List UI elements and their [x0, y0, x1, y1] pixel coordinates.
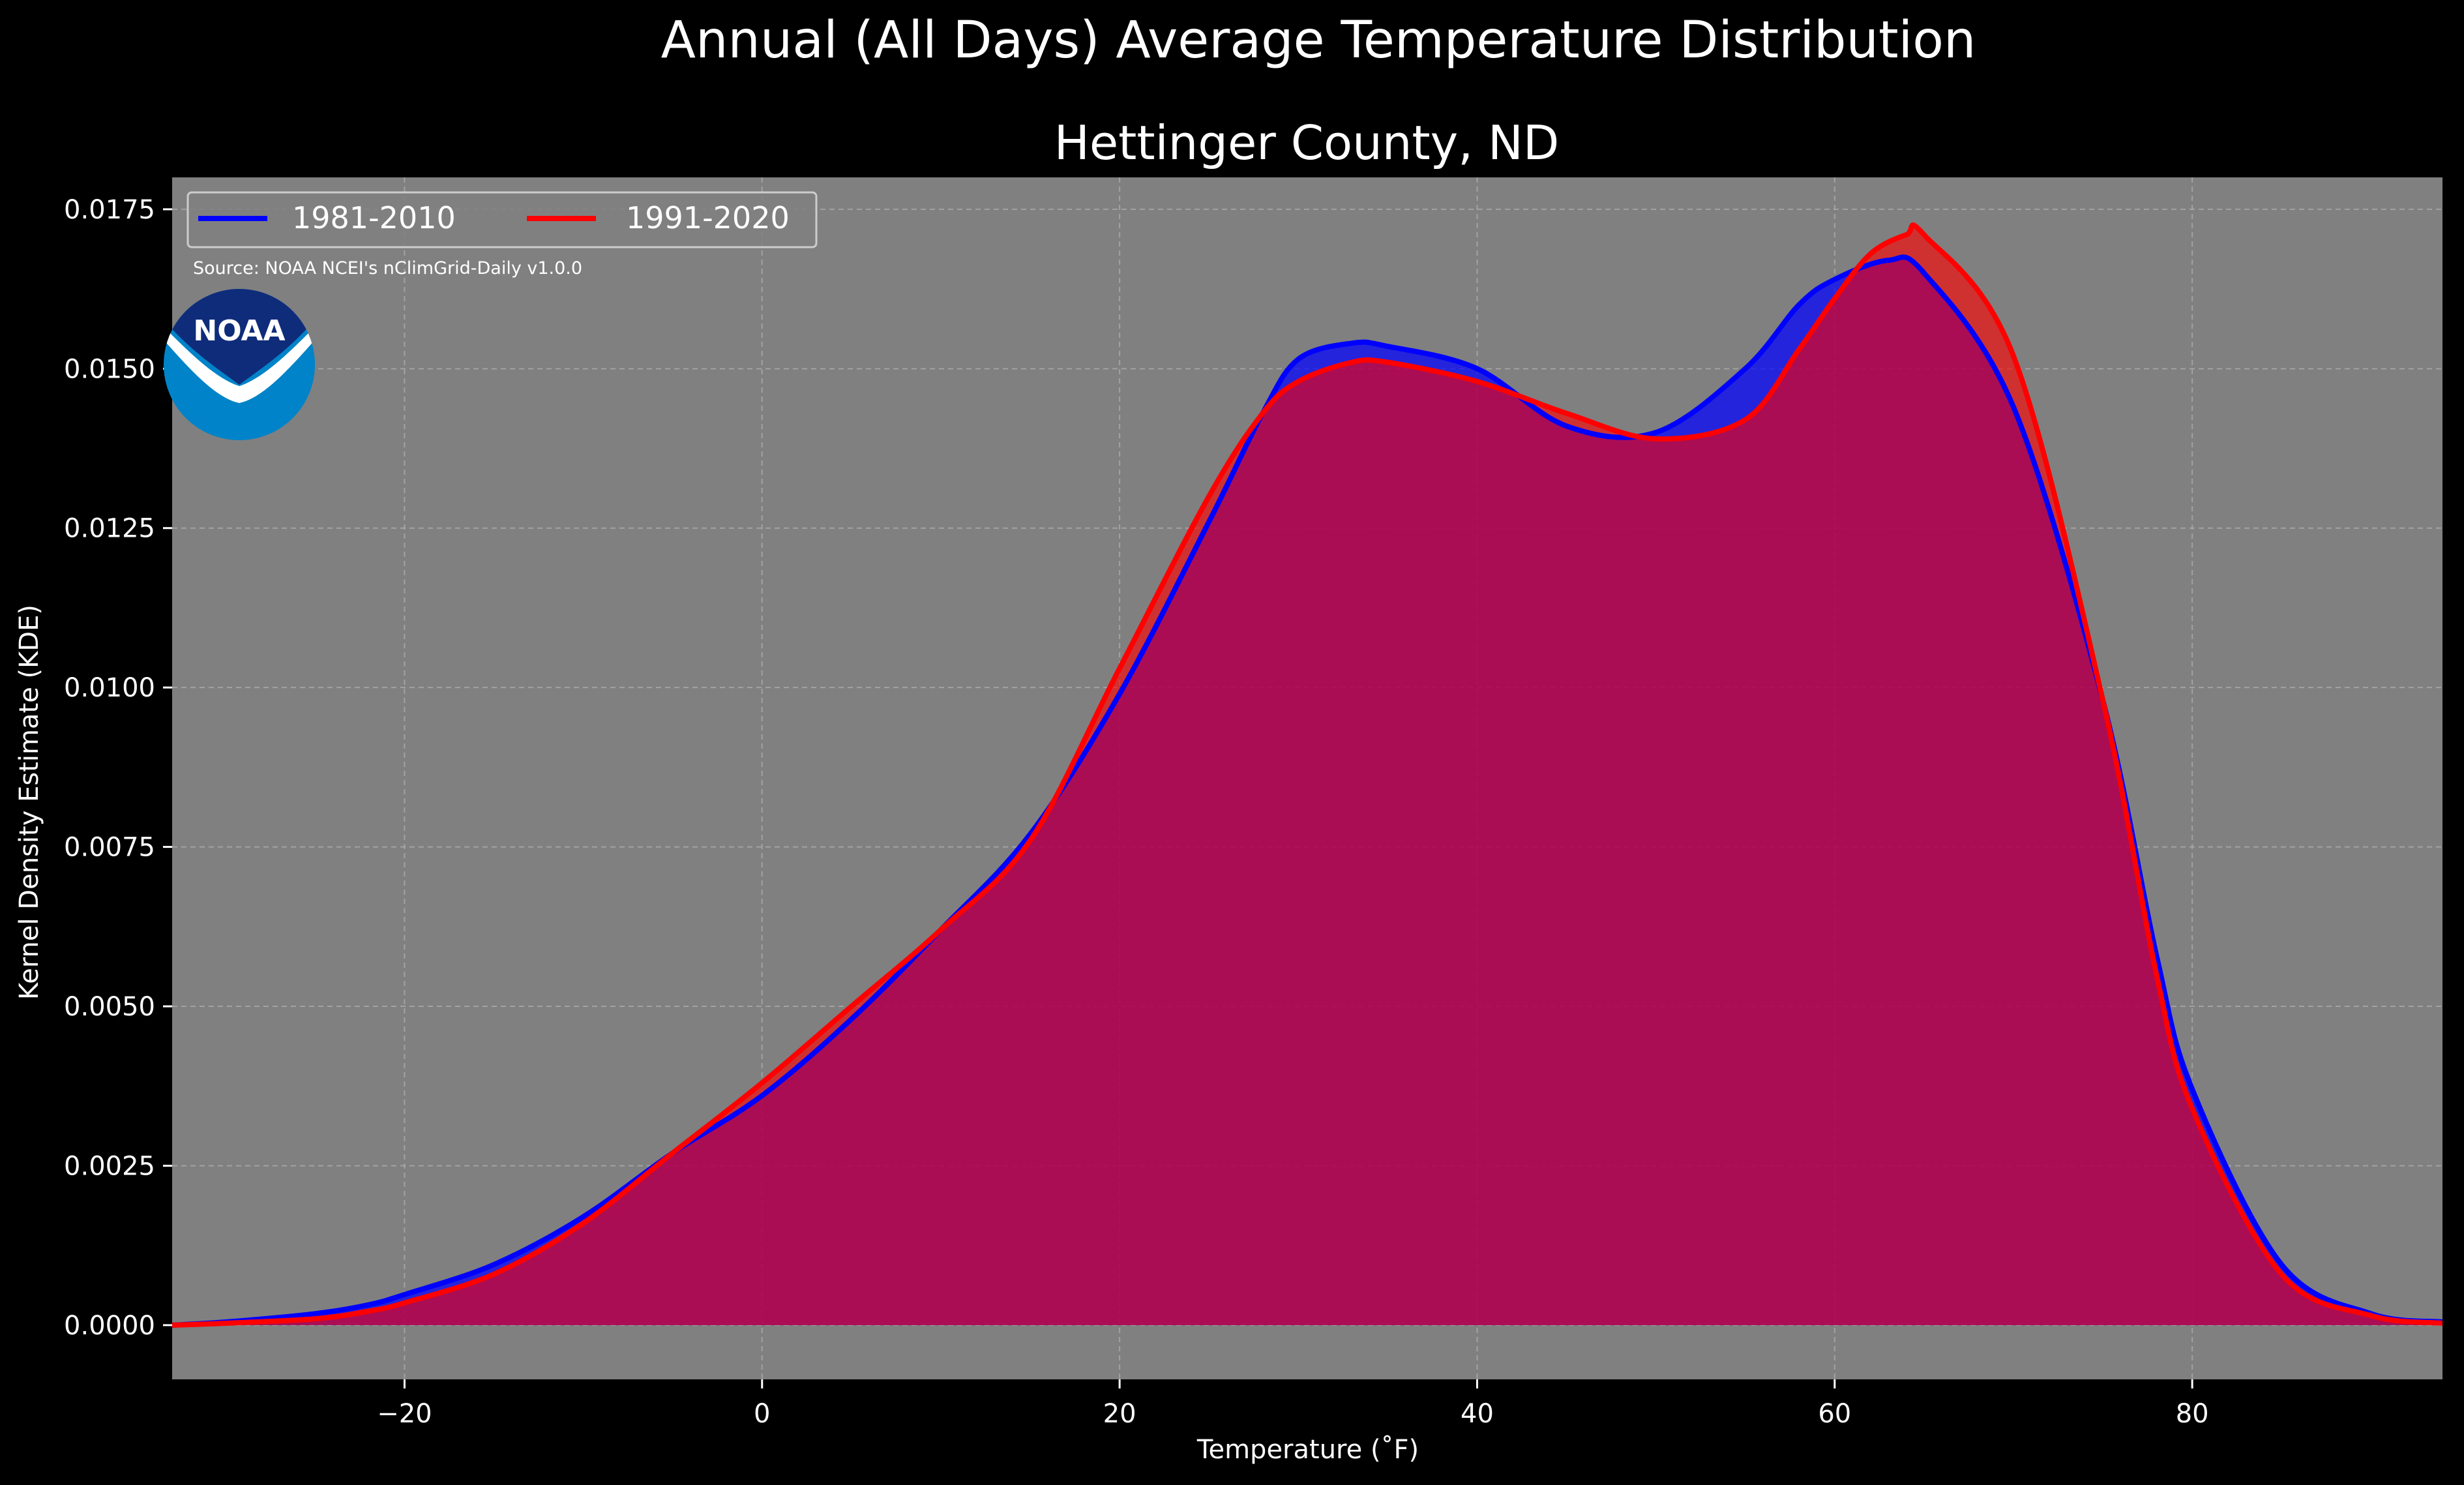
x-tick-label-3: 40	[1461, 1399, 1494, 1429]
noaa-logo-text: NOAA	[193, 314, 285, 348]
density-lines	[172, 222, 2442, 1328]
legend-frame	[186, 191, 818, 248]
y-tick-label-7: 0.0175	[64, 195, 155, 225]
x-tick-label-2: 20	[1103, 1399, 1136, 1429]
noaa-logo: NOAA	[164, 289, 315, 440]
y-tick-label-5: 0.0125	[64, 514, 155, 544]
chart-title: Hettinger County, ND	[1054, 115, 1560, 170]
legend: 1981-2010 1991-2020	[186, 191, 818, 248]
chart-suptitle: Annual (All Days) Average Temperature Di…	[661, 11, 1976, 70]
y-tick-label-3: 0.0075	[64, 833, 155, 863]
x-axis-label: Temperature (˚F)	[1196, 1435, 1419, 1465]
x-tick-label-1: 0	[754, 1399, 770, 1429]
x-tick-label-0: −20	[377, 1399, 432, 1429]
x-axis: −20 0 20 40 60 80	[377, 1379, 2209, 1429]
y-tick-label-0: 0.0000	[64, 1311, 155, 1341]
y-tick-label-1: 0.0025	[64, 1151, 155, 1181]
y-tick-label-2: 0.0050	[64, 992, 155, 1022]
series-line-1991-2020	[172, 222, 2442, 1328]
legend-label-1981-2010: 1981-2010	[292, 200, 456, 235]
area-fill-1991-2020	[172, 225, 2442, 1325]
source-note: Source: NOAA NCEI's nClimGrid-Daily v1.0…	[193, 258, 582, 278]
y-axis-label: Kernel Density Estimate (KDE)	[14, 605, 44, 1000]
y-tick-label-6: 0.0150	[64, 354, 155, 384]
x-tick-label-4: 60	[1818, 1399, 1851, 1429]
y-tick-label-4: 0.0100	[64, 673, 155, 703]
density-fills	[172, 225, 2442, 1325]
y-axis: 0.0000 0.0025 0.0050 0.0075 0.0100 0.0125 0.01…	[64, 195, 172, 1341]
legend-label-1991-2020: 1991-2020	[626, 200, 790, 235]
x-tick-label-5: 80	[2176, 1399, 2209, 1429]
